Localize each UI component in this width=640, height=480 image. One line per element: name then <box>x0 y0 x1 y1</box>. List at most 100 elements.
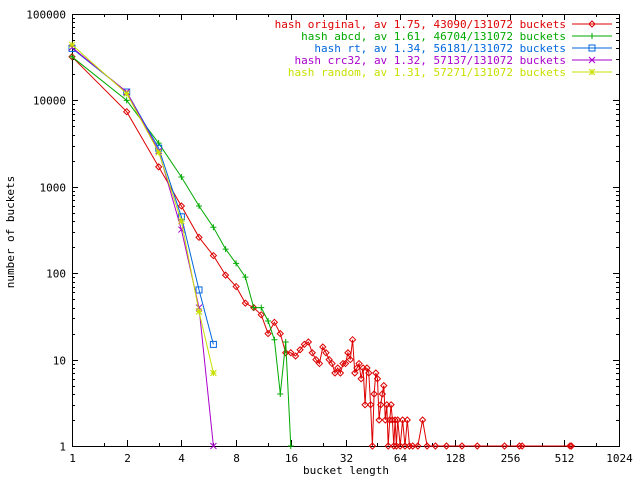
data-point <box>336 369 345 377</box>
data-point <box>355 359 363 368</box>
data-point <box>418 416 427 424</box>
data-point <box>178 173 185 180</box>
series-2 <box>69 53 294 449</box>
data-point <box>339 359 347 368</box>
data-point <box>393 416 402 424</box>
data-point <box>458 442 466 450</box>
legend-entry-label: hash rt, av 1.34, 56181/131072 buckets <box>314 42 566 55</box>
data-point <box>518 442 526 450</box>
y-tick-label: 1000 <box>40 182 67 195</box>
y-tick-label: 100000 <box>26 9 66 22</box>
data-point <box>258 304 265 311</box>
legend-entry-marker <box>588 68 596 76</box>
data-point <box>232 282 240 291</box>
data-point <box>405 442 414 450</box>
x-tick-label: 8 <box>233 452 240 465</box>
y-tick-label: 10 <box>53 355 66 368</box>
data-point <box>210 442 217 450</box>
data-point <box>304 338 313 346</box>
data-point <box>368 442 377 450</box>
legend-entry-marker <box>588 44 596 52</box>
data-point <box>370 390 378 398</box>
data-point <box>348 335 357 344</box>
data-point <box>291 352 300 360</box>
x-tick-label: 16 <box>285 452 298 465</box>
data-point <box>403 416 411 424</box>
data-point <box>155 149 163 156</box>
data-point <box>442 442 451 450</box>
data-point <box>390 442 398 450</box>
data-point <box>372 369 380 377</box>
data-point <box>385 416 394 424</box>
data-point <box>68 41 76 49</box>
data-point <box>431 442 440 450</box>
data-point <box>177 202 186 210</box>
data-point <box>270 318 279 327</box>
data-point <box>391 416 399 424</box>
series-4 <box>68 44 217 450</box>
data-point <box>384 442 392 450</box>
x-tick-label: 256 <box>501 452 521 465</box>
data-point <box>325 355 333 364</box>
data-point <box>178 217 185 225</box>
data-point <box>366 401 375 409</box>
x-tick-label: 64 <box>394 452 408 465</box>
legend-entry-label: hash abcd, av 1.61, 46704/131072 buckets <box>301 30 566 43</box>
data-point <box>331 369 339 377</box>
data-point <box>515 442 524 450</box>
x-tick-label: 1 <box>69 452 76 465</box>
data-point <box>195 308 203 315</box>
data-point <box>363 364 371 372</box>
x-axis-label: bucket length <box>303 464 389 477</box>
y-tick-label: 10000 <box>33 95 66 108</box>
series-line <box>71 48 214 345</box>
data-point <box>271 336 278 343</box>
data-point <box>222 246 229 253</box>
legend-entry-label: hash crc32, av 1.32, 57137/131072 bucket… <box>294 54 566 67</box>
data-point <box>378 390 386 398</box>
data-point <box>473 442 482 450</box>
series-3 <box>68 44 217 348</box>
series-line <box>71 56 292 447</box>
data-point <box>287 443 294 449</box>
data-point <box>233 260 240 267</box>
data-point <box>328 359 336 368</box>
series-line <box>71 47 214 447</box>
series-1 <box>68 53 576 450</box>
plot-frame <box>72 14 620 447</box>
data-point <box>154 163 163 171</box>
data-point <box>122 107 131 116</box>
x-tick-label: 4 <box>178 452 185 465</box>
data-point <box>312 355 320 364</box>
series-layer <box>68 41 576 450</box>
data-point <box>566 442 574 450</box>
data-point <box>319 343 327 351</box>
data-point <box>69 53 75 60</box>
data-point <box>409 442 417 450</box>
data-point <box>123 90 131 97</box>
legend-entry-label: hash original, av 1.75, 43090/131072 buc… <box>275 18 566 31</box>
data-point <box>265 317 272 324</box>
data-point <box>334 364 342 372</box>
x-tick-label: 2 <box>124 452 131 465</box>
x-tick-label: 128 <box>446 452 466 465</box>
data-point <box>373 375 382 383</box>
data-point <box>242 274 249 281</box>
data-point <box>322 349 330 357</box>
data-point <box>377 401 385 409</box>
data-point <box>341 359 350 368</box>
x-tick-label: 32 <box>340 452 353 465</box>
y-axis-label: number of buckets <box>4 176 17 289</box>
data-point <box>308 349 316 357</box>
data-point <box>567 442 576 450</box>
series-line <box>71 56 572 447</box>
data-point <box>209 340 217 348</box>
data-point <box>209 251 218 260</box>
x-tick-label: 512 <box>555 452 575 465</box>
data-point <box>500 442 509 450</box>
data-point <box>241 299 250 307</box>
data-point <box>282 338 289 345</box>
x-axis-ticks: 1 2 4 8 16 32 64 128 256 512 1024 <box>69 14 633 465</box>
data-point <box>210 369 217 377</box>
